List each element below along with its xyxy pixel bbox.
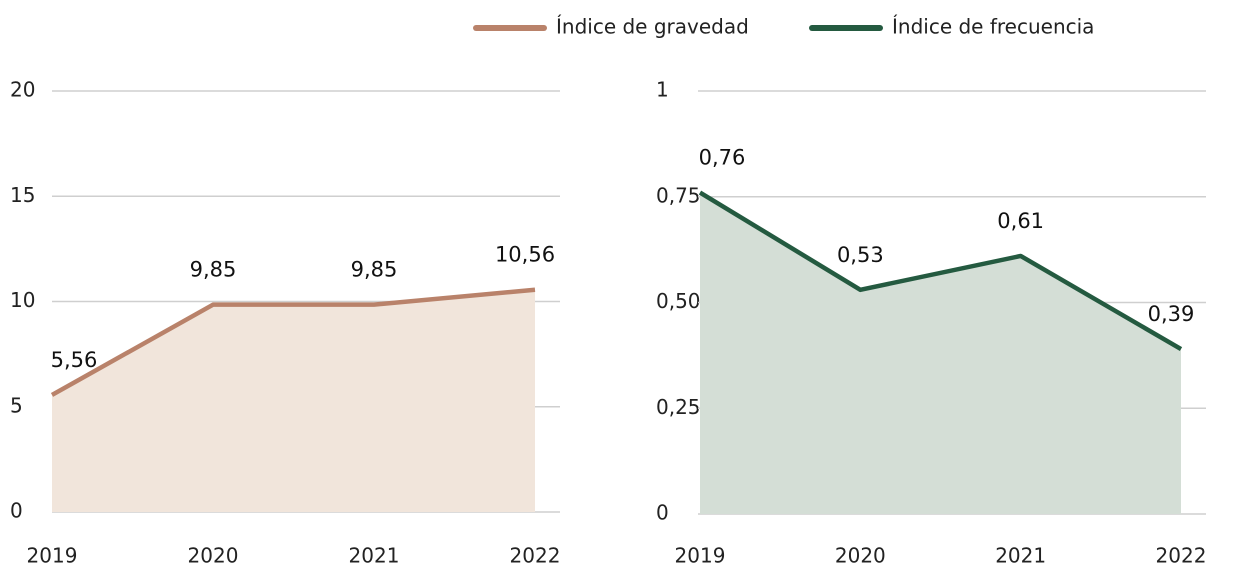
data-label: 5,56 (51, 348, 98, 372)
y-tick-label: 0,25 (656, 395, 701, 419)
y-tick-label: 0 (656, 501, 669, 525)
y-tick-label: 0,75 (656, 183, 701, 207)
area (52, 289, 535, 512)
x-tick-label: 2021 (349, 544, 400, 568)
data-label: 0,61 (997, 209, 1044, 233)
x-tick-label: 2020 (835, 544, 886, 568)
data-label: 0,39 (1148, 302, 1195, 326)
area (700, 192, 1181, 514)
legend-label: Índice de frecuencia (892, 15, 1094, 39)
data-label: 9,85 (190, 258, 237, 282)
y-tick-label: 0,50 (656, 289, 701, 313)
line (50, 287, 536, 397)
x-tick-label: 2019 (27, 544, 78, 568)
x-tick-label: 2022 (1156, 544, 1207, 568)
line (698, 190, 1183, 351)
x-tick-label: 2022 (510, 544, 561, 568)
y-tick-label: 5 (10, 393, 23, 417)
x-tick-label: 2020 (188, 544, 239, 568)
x-tick-label: 2019 (675, 544, 726, 568)
x-tick-label: 2021 (995, 544, 1046, 568)
y-tick-label: 20 (10, 78, 35, 102)
data-label: 9,85 (351, 258, 398, 282)
legend-label: Índice de gravedad (556, 15, 749, 39)
data-label: 0,53 (837, 243, 884, 267)
y-tick-label: 10 (10, 288, 35, 312)
data-label: 10,56 (495, 243, 555, 267)
data-label: 0,76 (699, 146, 746, 170)
y-tick-label: 0 (10, 499, 23, 523)
y-tick-label: 1 (656, 78, 669, 102)
y-tick-label: 15 (10, 183, 35, 207)
